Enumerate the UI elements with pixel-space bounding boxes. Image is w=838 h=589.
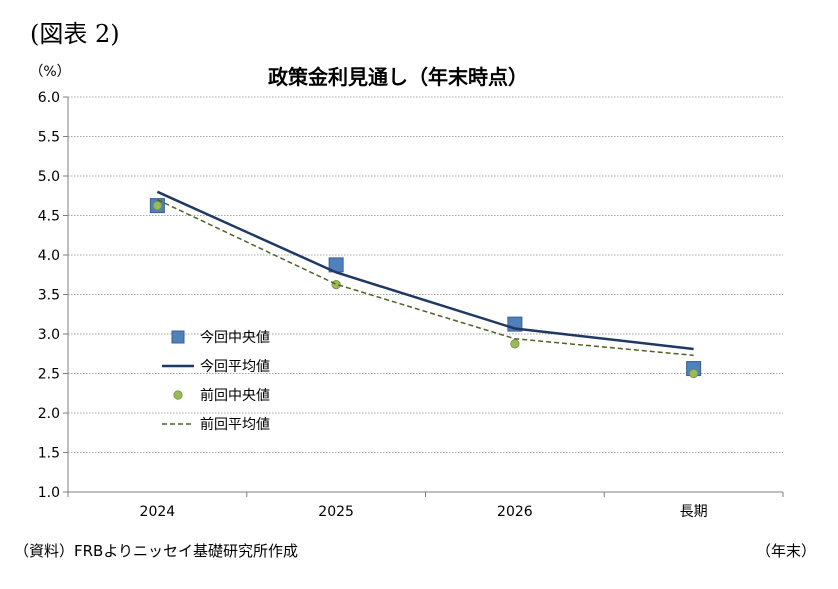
x-tick-labels: 2024 2025 2026 長期 [140, 504, 708, 520]
axes [63, 96, 784, 497]
x-tick-label: 2025 [318, 504, 354, 520]
legend-label: 今回平均値 [200, 359, 270, 375]
data-point [689, 368, 699, 379]
y-tick-label: 6.0 [38, 90, 60, 106]
source-note: （資料）FRBよりニッセイ基礎研究所作成 [14, 542, 299, 560]
chart-title: 政策金利見通し（年末時点） [268, 65, 528, 89]
series-layer [149, 190, 702, 379]
legend-item: 前回平均値 [162, 416, 270, 433]
legend-label: 今回中央値 [200, 330, 270, 346]
series-line [156, 190, 694, 351]
gridlines [68, 96, 783, 453]
series-4 [157, 199, 694, 357]
y-tick-labels: 1.0 1.5 2.0 2.5 3.0 3.5 4.0 4.5 5.0 5.5 6.0 [38, 90, 60, 501]
legend-item: 前回中央値 [173, 387, 270, 404]
unit-note: （年末） [755, 542, 816, 560]
x-tick-label: 2024 [140, 504, 176, 520]
legend-item: 今回中央値 [171, 330, 270, 346]
data-point [152, 201, 162, 211]
legend-label: 前回平均値 [200, 416, 270, 433]
y-tick-label: 5.5 [38, 130, 60, 146]
legend-swatch [171, 330, 185, 344]
y-tick-label: 3.5 [38, 288, 60, 304]
y-tick-label: 5.0 [38, 169, 60, 185]
legend-swatch [173, 390, 183, 400]
y-tick-label: 2.0 [38, 406, 60, 422]
y-tick-label: 1.5 [38, 446, 60, 462]
y-tick-label: 1.0 [38, 485, 60, 501]
series-2 [156, 190, 694, 351]
y-tick-label: 4.0 [38, 248, 60, 264]
x-tick-label: 長期 [680, 504, 708, 520]
y-axis-label: （%） [29, 64, 70, 80]
series-line [157, 199, 694, 357]
y-tick-label: 3.0 [38, 327, 60, 343]
figure-label: (図表 2) [30, 20, 120, 48]
y-tick-label: 2.5 [38, 367, 60, 383]
y-tick-label: 4.5 [38, 209, 60, 225]
data-point [510, 339, 520, 349]
x-tick-label: 2026 [497, 504, 533, 520]
legend-item: 今回平均値 [162, 359, 270, 375]
legend-label: 前回中央値 [200, 387, 270, 404]
